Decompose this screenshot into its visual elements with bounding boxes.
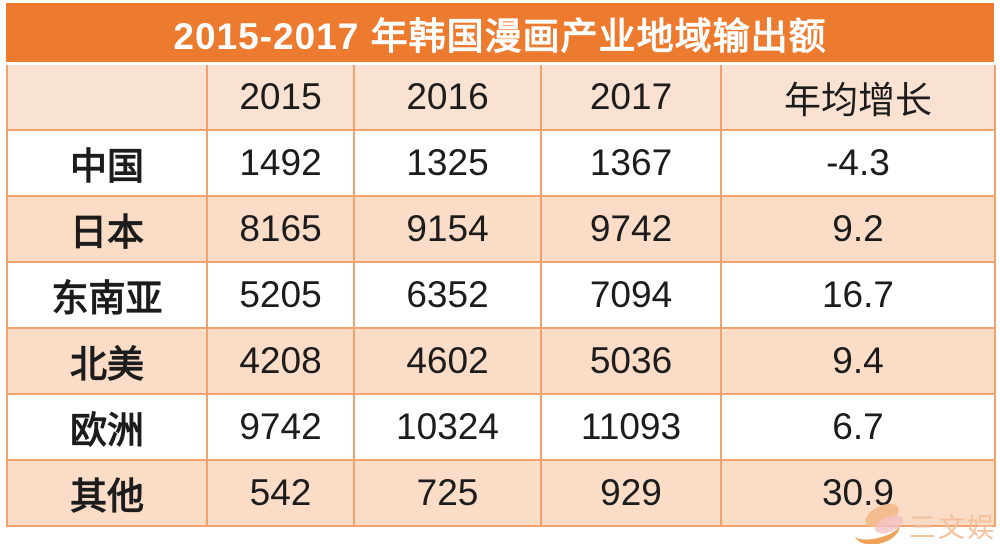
table-row-japan: 日本 8165 9154 9742 9.2 bbox=[6, 195, 996, 263]
table-row-china: 中国 1492 1325 1367 -4.3 bbox=[6, 129, 996, 197]
page-title: 2015-2017 年韩国漫画产业地域输出额 bbox=[173, 15, 827, 57]
row-label: 欧洲 bbox=[6, 393, 208, 461]
export-data-table: 2015 2016 2017 年均增长 中国 1492 1325 1367 -4… bbox=[6, 65, 996, 527]
header-cell-2017: 2017 bbox=[540, 65, 722, 131]
table-row-europe: 欧洲 9742 10324 11093 6.7 bbox=[6, 393, 996, 461]
cell-value: 7094 bbox=[540, 261, 722, 329]
header-cell-region bbox=[6, 65, 208, 131]
cell-value: 9742 bbox=[206, 393, 355, 461]
cell-value: 4602 bbox=[353, 327, 542, 395]
cell-value: 16.7 bbox=[720, 261, 996, 329]
header-cell-2016: 2016 bbox=[353, 65, 542, 131]
cell-value: 1325 bbox=[353, 129, 542, 197]
cell-value: 542 bbox=[206, 459, 355, 527]
row-label: 北美 bbox=[6, 327, 208, 395]
header-cell-2015: 2015 bbox=[206, 65, 355, 131]
cell-value: 929 bbox=[540, 459, 722, 527]
header-cell-avg-growth: 年均增长 bbox=[720, 65, 996, 131]
cell-value: 9.2 bbox=[720, 195, 996, 263]
cell-value: 11093 bbox=[540, 393, 722, 461]
cell-value: 5205 bbox=[206, 261, 355, 329]
cell-value: 8165 bbox=[206, 195, 355, 263]
table-row-other: 其他 542 725 929 30.9 bbox=[6, 459, 996, 527]
cell-value: 6.7 bbox=[720, 393, 996, 461]
row-label: 其他 bbox=[6, 459, 208, 527]
cell-value: 30.9 bbox=[720, 459, 996, 527]
cell-value: 10324 bbox=[353, 393, 542, 461]
cell-value: -4.3 bbox=[720, 129, 996, 197]
cell-value: 9742 bbox=[540, 195, 722, 263]
row-label: 东南亚 bbox=[6, 261, 208, 329]
row-label: 日本 bbox=[6, 195, 208, 263]
cell-value: 9154 bbox=[353, 195, 542, 263]
table-header-row: 2015 2016 2017 年均增长 bbox=[6, 65, 996, 131]
cell-value: 5036 bbox=[540, 327, 722, 395]
table-row-southeast-asia: 东南亚 5205 6352 7094 16.7 bbox=[6, 261, 996, 329]
infographic-page: 2015-2017 年韩国漫画产业地域输出额 2015 2016 2017 年均… bbox=[0, 3, 1000, 544]
cell-value: 9.4 bbox=[720, 327, 996, 395]
row-label: 中国 bbox=[6, 129, 208, 197]
cell-value: 1492 bbox=[206, 129, 355, 197]
cell-value: 1367 bbox=[540, 129, 722, 197]
cell-value: 4208 bbox=[206, 327, 355, 395]
cell-value: 725 bbox=[353, 459, 542, 527]
table-title-banner: 2015-2017 年韩国漫画产业地域输出额 bbox=[6, 3, 994, 62]
table-row-north-america: 北美 4208 4602 5036 9.4 bbox=[6, 327, 996, 395]
cell-value: 6352 bbox=[353, 261, 542, 329]
